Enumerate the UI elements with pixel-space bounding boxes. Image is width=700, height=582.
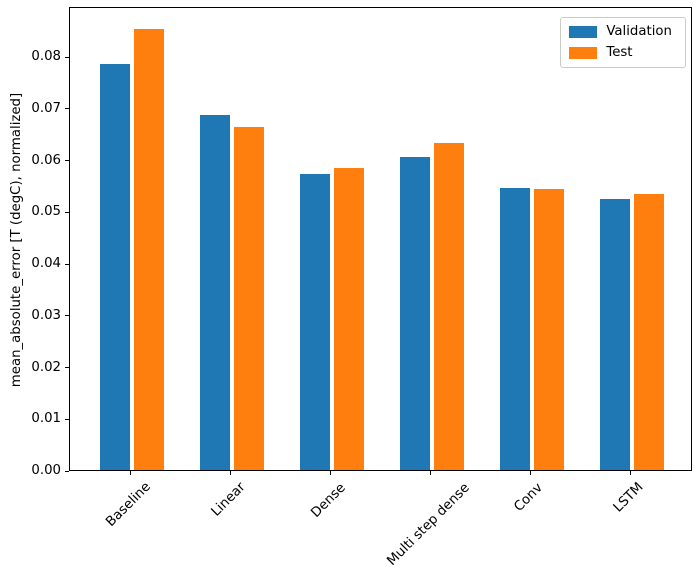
legend-label-test: Test [606,45,633,60]
y-tick-label: 0.05 [31,204,61,220]
x-tick-label-baseline: Baseline [102,479,154,531]
x-tick-label-dense: Dense [308,480,349,521]
legend-swatch-test [569,47,598,59]
y-tick-mark [65,160,69,162]
y-tick-mark [65,470,69,472]
legend-swatch-validation [569,26,598,38]
y-tick-mark [65,108,69,110]
bar-validation-lstm [599,198,630,470]
y-tick-label: 0.08 [31,49,61,65]
x-tick-label-conv: Conv [511,480,546,515]
y-tick-label: 0.07 [31,100,61,116]
bar-test-lstm [633,194,664,470]
y-tick-mark [65,418,69,420]
x-tick-mark [130,471,132,475]
y-tick-mark [65,211,69,213]
bar-test-baseline [133,29,164,470]
bar-validation-dense [299,174,330,470]
legend-label-validation: Validation [606,24,672,39]
x-tick-label-linear: Linear [208,479,249,520]
x-tick-mark [530,471,532,475]
bar-validation-conv [499,188,530,470]
legend-item-test: Test [569,45,677,61]
y-tick-mark [65,315,69,317]
x-tick-mark [230,471,232,475]
y-tick-label: 0.06 [31,152,61,168]
y-tick-label: 0.01 [31,411,61,427]
bar-test-linear [233,127,264,470]
y-tick-label: 0.00 [31,463,61,478]
x-tick-label-lstm: LSTM [610,479,647,516]
bar-test-dense [333,168,364,470]
bar-validation-baseline [99,63,130,470]
y-tick-label: 0.04 [31,256,61,272]
y-tick-mark [65,56,69,58]
y-tick-label: 0.02 [31,359,61,375]
bar-validation-multi-step-dense [399,156,430,470]
x-tick-mark [330,471,332,475]
y-tick-mark [65,367,69,369]
bar-test-conv [533,189,564,470]
y-axis-label: mean_absolute_error [T (degC), normalize… [9,92,24,388]
x-tick-mark [630,471,632,475]
x-tick-mark [430,471,432,475]
bar-validation-linear [199,115,230,470]
y-tick-mark [65,263,69,265]
legend: Validation Test [560,17,686,68]
legend-item-validation: Validation [569,24,677,40]
plot-area: Validation Test [69,7,692,471]
x-tick-label-multi-step-dense: Multi step dense [384,480,473,569]
y-tick-label: 0.03 [31,307,61,323]
bar-test-multi-step-dense [433,142,464,470]
